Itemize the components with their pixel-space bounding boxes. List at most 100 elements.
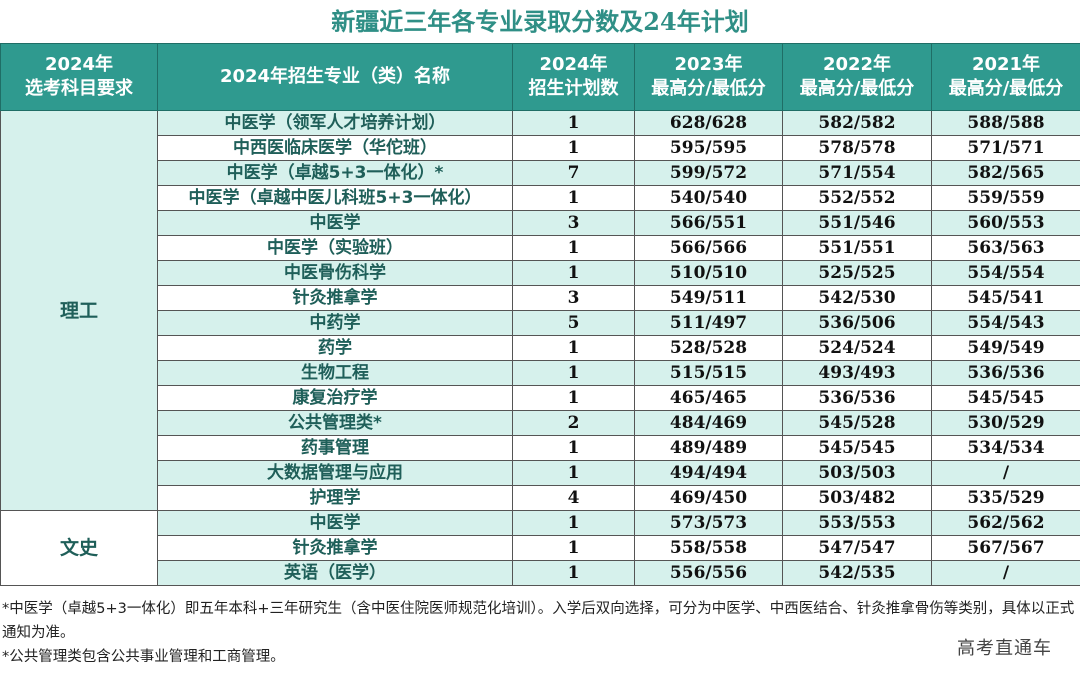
plan-count-cell: 3 bbox=[512, 210, 635, 236]
table-row: 理工 中医学（领军人才培养计划） 1 628/628 582/582 588/588 bbox=[0, 110, 1080, 511]
plan-count-cell: 1 bbox=[512, 360, 635, 386]
score-2021-cell: 545/545 bbox=[931, 385, 1080, 411]
score-2023-cell: 628/628 bbox=[634, 110, 783, 136]
table-row: 中医学（卓越中医儿科班5+3一体化） 1 540/540 552/552 559/559 bbox=[1, 185, 1080, 211]
score-2021-cell: 571/571 bbox=[931, 135, 1080, 161]
table-row: 护理学 4 469/450 503/482 535/529 bbox=[1, 485, 1080, 511]
major-name-cell: 中医学（实验班） bbox=[157, 235, 513, 261]
plan-count-cell: 1 bbox=[512, 110, 635, 136]
score-2022-cell: 525/525 bbox=[782, 260, 932, 286]
major-name-cell: 护理学 bbox=[157, 485, 513, 511]
subject-group-cell: 理工 bbox=[0, 110, 158, 511]
score-2022-cell: 582/582 bbox=[782, 110, 932, 136]
plan-count-cell: 4 bbox=[512, 485, 635, 511]
score-2022-cell: 503/482 bbox=[782, 485, 932, 511]
plan-count-cell: 1 bbox=[512, 135, 635, 161]
table-row: 针灸推拿学 3 549/511 542/530 545/541 bbox=[1, 285, 1080, 311]
plan-count-cell: 1 bbox=[512, 535, 635, 561]
score-2023-cell: 595/595 bbox=[634, 135, 783, 161]
score-2022-cell: 524/524 bbox=[782, 335, 932, 361]
subject-group-cell: 文史 bbox=[0, 510, 158, 586]
score-2023-cell: 515/515 bbox=[634, 360, 783, 386]
table-row: 生物工程 1 515/515 493/493 536/536 bbox=[1, 360, 1080, 386]
major-name-cell: 中医学 bbox=[157, 210, 513, 236]
score-2023-cell: 494/494 bbox=[634, 460, 783, 486]
major-name-cell: 中医学（领军人才培养计划） bbox=[157, 110, 513, 136]
score-2023-cell: 566/551 bbox=[634, 210, 783, 236]
score-2022-cell: 553/553 bbox=[782, 510, 932, 536]
header-plan-count: 2024年 招生计划数 bbox=[512, 43, 635, 111]
score-2023-cell: 556/556 bbox=[634, 560, 783, 586]
major-name-cell: 针灸推拿学 bbox=[157, 535, 513, 561]
score-2022-cell: 503/503 bbox=[782, 460, 932, 486]
score-2022-cell: 536/506 bbox=[782, 310, 932, 336]
plan-count-cell: 1 bbox=[512, 260, 635, 286]
major-name-cell: 大数据管理与应用 bbox=[157, 460, 513, 486]
score-2023-cell: 528/528 bbox=[634, 335, 783, 361]
table-row: 英语（医学） 1 556/556 542/535/ bbox=[1, 560, 1080, 586]
score-2021-cell: / bbox=[931, 560, 1080, 586]
score-2023-cell: 469/450 bbox=[634, 485, 783, 511]
plan-count-cell: 1 bbox=[512, 385, 635, 411]
footnote-1: *中医学（卓越5+3一体化）即五年本科+三年研究生（含中医住院医师规范化培训）。… bbox=[2, 601, 1075, 641]
score-2022-cell: 493/493 bbox=[782, 360, 932, 386]
score-2022-cell: 545/528 bbox=[782, 410, 932, 436]
header-major-name: 2024年招生专业（类）名称 bbox=[157, 43, 513, 111]
major-name-cell: 康复治疗学 bbox=[157, 385, 513, 411]
score-2023-cell: 573/573 bbox=[634, 510, 783, 536]
score-2023-cell: 465/465 bbox=[634, 385, 783, 411]
major-name-cell: 中医学（卓越5+3一体化）* bbox=[157, 160, 513, 186]
score-2023-cell: 540/540 bbox=[634, 185, 783, 211]
score-2021-cell: 562/562 bbox=[931, 510, 1080, 536]
plan-count-cell: 1 bbox=[512, 560, 635, 586]
score-2021-cell: 534/534 bbox=[931, 435, 1080, 461]
score-2022-cell: 551/551 bbox=[782, 235, 932, 261]
plan-count-cell: 1 bbox=[512, 235, 635, 261]
major-name-cell: 中医学（卓越中医儿科班5+3一体化） bbox=[157, 185, 513, 211]
table-row: 中西医临床医学（华佗班） 1 595/595 578/578 571/571 bbox=[1, 135, 1080, 161]
plan-count-cell: 1 bbox=[512, 510, 635, 536]
watermark: 高考直通车 bbox=[957, 638, 1052, 659]
table-row: 中医学（实验班） 1 566/566 551/551 563/563 bbox=[1, 235, 1080, 261]
footnote-2: *公共管理类包含公共事业管理和工商管理。 bbox=[2, 649, 285, 665]
table-row: 中药学 5 511/497 536/506 554/543 bbox=[1, 310, 1080, 336]
plan-count-cell: 2 bbox=[512, 410, 635, 436]
major-name-cell: 药事管理 bbox=[157, 435, 513, 461]
header-row: 2024年 选考科目要求 2024年招生专业（类）名称 2024年 招生计划数 20… bbox=[0, 43, 1080, 111]
major-name-cell: 药学 bbox=[157, 335, 513, 361]
score-2023-cell: 558/558 bbox=[634, 535, 783, 561]
table-row: 中医学（卓越5+3一体化）* 7 599/572 571/554 582/565 bbox=[1, 160, 1080, 186]
major-name-cell: 中西医临床医学（华佗班） bbox=[157, 135, 513, 161]
score-2022-cell: 542/530 bbox=[782, 285, 932, 311]
admission-table: 2024年 选考科目要求 2024年招生专业（类）名称 2024年 招生计划数 20… bbox=[0, 43, 1080, 586]
header-subject-requirement: 2024年 选考科目要求 bbox=[0, 43, 158, 111]
score-2021-cell: 530/529 bbox=[931, 410, 1080, 436]
table-row: 大数据管理与应用 1 494/494 503/503/ bbox=[1, 460, 1080, 486]
table-body: 理工 中医学（领军人才培养计划） 1 628/628 582/582 588/588 中西医… bbox=[0, 110, 1080, 586]
page-title: 新疆近三年各专业录取分数及24年计划 bbox=[331, 7, 749, 36]
score-2022-cell: 542/535 bbox=[782, 560, 932, 586]
plan-count-cell: 1 bbox=[512, 335, 635, 361]
score-2021-cell: 535/529 bbox=[931, 485, 1080, 511]
footnotes: *中医学（卓越5+3一体化）即五年本科+三年研究生（含中医住院医师规范化培训）。… bbox=[2, 597, 1078, 669]
score-2023-cell: 510/510 bbox=[634, 260, 783, 286]
table-row: 文史 中医学 1 573/573 553/553 562/562 bbox=[0, 510, 1080, 586]
score-2021-cell: 554/543 bbox=[931, 310, 1080, 336]
major-name-cell: 英语（医学） bbox=[157, 560, 513, 586]
score-2022-cell: 547/547 bbox=[782, 535, 932, 561]
major-name-cell: 公共管理类* bbox=[157, 410, 513, 436]
score-2021-cell: / bbox=[931, 460, 1080, 486]
major-name-cell: 中医学 bbox=[157, 510, 513, 536]
table-row: 中医学 3 566/551 551/546 560/553 bbox=[1, 210, 1080, 236]
header-2022-scores: 2022年 最高分/最低分 bbox=[782, 43, 932, 111]
score-2023-cell: 549/511 bbox=[634, 285, 783, 311]
plan-count-cell: 1 bbox=[512, 435, 635, 461]
score-2022-cell: 545/545 bbox=[782, 435, 932, 461]
score-2021-cell: 567/567 bbox=[931, 535, 1080, 561]
table-row: 康复治疗学 1 465/465 536/536 545/545 bbox=[1, 385, 1080, 411]
score-2021-cell: 536/536 bbox=[931, 360, 1080, 386]
score-2023-cell: 489/489 bbox=[634, 435, 783, 461]
plan-count-cell: 7 bbox=[512, 160, 635, 186]
score-2022-cell: 551/546 bbox=[782, 210, 932, 236]
